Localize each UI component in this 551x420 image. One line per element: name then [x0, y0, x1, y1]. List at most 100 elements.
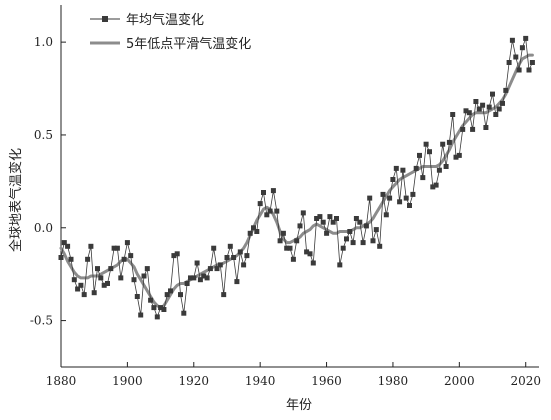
- annual-point: [340, 245, 346, 251]
- annual-point: [363, 223, 369, 229]
- y-tick-label: -0.5: [30, 314, 53, 328]
- annual-point: [164, 292, 170, 298]
- annual-point: [337, 262, 343, 268]
- annual-point: [267, 208, 273, 214]
- annual-point: [98, 275, 104, 281]
- annual-point: [105, 281, 110, 286]
- annual-point: [274, 208, 280, 214]
- annual-point: [506, 60, 512, 65]
- annual-point: [124, 240, 130, 246]
- annual-point: [470, 126, 476, 132]
- annual-point: [413, 165, 419, 171]
- annual-point: [161, 307, 167, 312]
- annual-point: [138, 312, 144, 318]
- annual-point: [257, 201, 263, 207]
- annual-point: [261, 190, 266, 195]
- annual-point: [314, 216, 320, 221]
- annual-point: [466, 110, 472, 116]
- annual-point: [367, 195, 373, 201]
- x-tick-label: 1880: [46, 374, 77, 388]
- y-axis-ticks: -0.5 0.0 0.5 1.0: [30, 35, 66, 328]
- annual-point: [509, 37, 515, 43]
- annual-point: [68, 256, 74, 262]
- annual-point: [427, 149, 432, 155]
- annual-point: [344, 236, 349, 242]
- annual-point: [503, 87, 509, 93]
- annual-point: [443, 164, 449, 169]
- annual-point: [400, 167, 406, 173]
- annual-point: [78, 282, 84, 288]
- legend-item-smooth: 5年低点平滑气温变化: [90, 36, 251, 52]
- x-tick-label: 1920: [179, 374, 210, 388]
- annual-point: [397, 199, 403, 205]
- annual-point: [476, 106, 482, 112]
- annual-point: [121, 256, 127, 262]
- annual-point: [264, 212, 270, 218]
- annual-point: [214, 266, 220, 272]
- annual-point: [463, 108, 469, 114]
- annual-point: [148, 297, 154, 303]
- annual-point: [181, 310, 187, 316]
- annual-point: [383, 212, 389, 218]
- annual-point: [224, 255, 230, 260]
- annual-point: [500, 100, 505, 106]
- annual-point: [516, 67, 522, 73]
- annual-point: [417, 152, 422, 158]
- annual-point: [446, 139, 452, 145]
- annual-point: [304, 249, 310, 255]
- annual-point: [91, 290, 97, 296]
- annual-point: [407, 203, 412, 208]
- x-tick-label: 1960: [311, 374, 342, 388]
- annual-point: [519, 45, 525, 51]
- annual-point: [433, 182, 439, 188]
- annual-point: [134, 294, 140, 299]
- annual-point: [450, 112, 456, 117]
- annual-point: [334, 216, 339, 221]
- annual-point: [270, 188, 276, 194]
- annual-point: [254, 229, 260, 234]
- annual-point: [251, 225, 256, 231]
- annual-point: [526, 67, 532, 73]
- annual-point: [390, 177, 396, 182]
- annual-point: [310, 260, 316, 266]
- annual-point: [360, 240, 366, 246]
- annual-point: [95, 266, 100, 272]
- annual-point: [473, 99, 479, 104]
- legend-label-annual: 年均气温变化: [126, 12, 204, 28]
- annual-point: [111, 245, 117, 251]
- annual-point: [207, 266, 213, 272]
- annual-point: [118, 275, 124, 281]
- annual-point: [430, 184, 436, 190]
- legend-marker-annual: [102, 16, 108, 22]
- annual-point: [480, 102, 486, 108]
- annual-point: [217, 262, 223, 268]
- annual-point: [287, 245, 293, 251]
- annual-point: [114, 245, 120, 251]
- annual-point: [194, 260, 200, 266]
- annual-point: [101, 282, 107, 288]
- annual-point: [284, 245, 290, 251]
- x-axis-ticks: 1880 1900 1920 1940 1960 1980 2000 2020: [46, 362, 541, 388]
- annual-point: [410, 191, 416, 197]
- annual-point: [453, 154, 459, 160]
- annual-point: [493, 112, 499, 117]
- annual-point: [241, 262, 247, 268]
- annual-point: [151, 305, 157, 311]
- annual-point: [280, 230, 286, 236]
- chart-axes: [60, 5, 539, 368]
- y-tick-label: 0.0: [34, 221, 53, 235]
- annual-point: [58, 255, 64, 260]
- annual-point: [403, 195, 409, 201]
- x-tick-label: 1980: [378, 374, 409, 388]
- annual-point: [290, 256, 296, 262]
- legend-item-annual: 年均气温变化: [90, 12, 204, 28]
- annual-point: [227, 243, 233, 249]
- annual-point: [460, 126, 466, 132]
- annual-point: [387, 195, 393, 201]
- x-axis-label: 年份: [286, 398, 312, 413]
- annual-point: [486, 104, 492, 110]
- annual-point: [211, 245, 217, 251]
- annual-point: [75, 286, 81, 292]
- annual-point: [81, 292, 87, 298]
